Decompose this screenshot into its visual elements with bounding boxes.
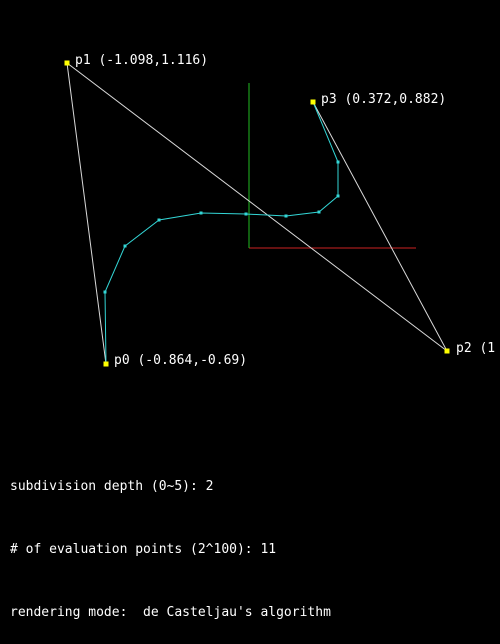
- curve-vertex-9: [336, 160, 340, 164]
- curve-vertex-7: [317, 210, 321, 214]
- render-canvas[interactable]: p0 (-0.864,-0.69) p1 (-1.098,1.116) p2 (…: [0, 0, 500, 500]
- status-panel: subdivision depth (0~5): 2 # of evaluati…: [10, 434, 331, 644]
- curve-vertex-1: [103, 290, 107, 294]
- label-p0: p0 (-0.864,-0.69): [114, 353, 247, 368]
- curve-vertex-2: [123, 244, 127, 248]
- label-p2: p2 (1: [456, 341, 495, 356]
- control-point-p1[interactable]: [64, 60, 70, 66]
- control-point-p0[interactable]: [103, 361, 109, 367]
- curve-vertex-5: [244, 212, 248, 216]
- curve-line: [104, 101, 339, 365]
- curve-vertex-3: [157, 218, 161, 222]
- evaluation-points-text: # of evaluation points (2^100): 11: [10, 542, 277, 557]
- control-point-p3[interactable]: [310, 99, 316, 105]
- curve-vertex-6: [284, 214, 288, 218]
- label-p3: p3 (0.372,0.882): [321, 92, 446, 107]
- control-point-p2[interactable]: [444, 348, 450, 354]
- curve-vertex-8: [336, 194, 340, 198]
- bezier-curve: [103, 101, 340, 365]
- label-p1: p1 (-1.098,1.116): [75, 53, 208, 68]
- curve-vertex-4: [199, 211, 203, 215]
- rendering-mode-text: rendering mode: de Casteljau's algorithm: [10, 605, 331, 620]
- control-polygon: [66, 61, 448, 365]
- subdivision-depth-text: subdivision depth (0~5): 2: [10, 479, 214, 494]
